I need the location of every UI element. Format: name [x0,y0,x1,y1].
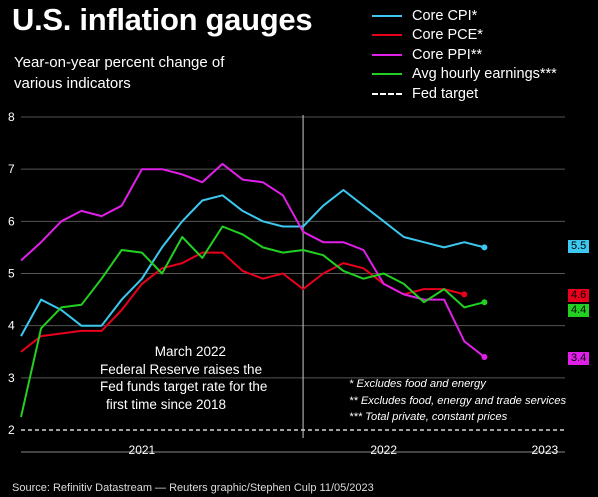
legend-swatch [372,14,402,17]
legend-item-core-pce: Core PCE* [372,26,557,46]
series-end-point [461,291,468,298]
y-tick-label: 4 [8,319,15,333]
legend-swatch [372,92,402,95]
y-tick-label: 7 [8,162,15,176]
annotation-line: Fed funds target rate for the [100,379,268,394]
annotation-line: first time since 2018 [105,396,226,412]
legend-item-core-cpi: Core CPI* [372,6,557,26]
y-tick-label: 6 [8,214,15,228]
series-end-point [481,244,488,251]
chart-legend: Core CPI* Core PCE* Core PPI** Avg hourl… [372,6,557,104]
series-end-point [481,353,488,360]
legend-swatch [372,73,402,76]
annotation-line: Federal Reserve raises the [100,361,263,377]
legend-swatch [372,53,402,56]
end-value-label: 3.4 [568,352,590,365]
legend-item-fed-target: Fed target [372,84,557,104]
legend-item-core-ppi: Core PPI** [372,45,557,65]
legend-label: Avg hourly earnings*** [412,66,557,83]
footnote: ** Excludes food, energy and trade servi… [349,394,567,407]
annotation-line: March 2022 [154,344,226,359]
event-annotation: March 2022 Federal Reserve raises the Fe… [100,343,268,413]
footnote: * Excludes food and energy [349,378,486,390]
series-line [20,189,485,337]
source-credit: Source: Refinitiv Datastream — Reuters g… [12,482,374,494]
page-subtitle: Year-on-year percent change of various i… [14,54,225,92]
series-line [20,225,485,418]
page-title: U.S. inflation gauges [12,2,313,37]
legend-label: Core PPI** [412,46,483,63]
legend-item-hourly-earnings: Avg hourly earnings*** [372,65,557,85]
legend-label: Core CPI* [412,7,478,24]
y-tick-label: 2 [8,423,15,437]
x-tick-label: 2022 [370,443,397,457]
end-value-label: 4.4 [568,304,590,317]
footnote: *** Total private, constant prices [349,411,508,423]
chart-footnotes: * Excludes food and energy ** Excludes f… [349,376,566,426]
x-tick-label: 2023 [532,443,559,457]
legend-label: Core PCE* [412,27,483,44]
series-line [20,162,486,358]
series-line [20,251,465,353]
end-value-label: 5.5 [568,240,590,253]
end-value-label: 4.6 [568,289,590,302]
y-tick-label: 8 [8,110,15,124]
series-end-point [481,299,488,306]
legend-label: Fed target [412,85,479,102]
y-tick-label: 5 [8,267,15,281]
legend-swatch [372,34,402,37]
x-tick-label: 2021 [129,443,156,457]
y-tick-label: 3 [8,371,15,385]
